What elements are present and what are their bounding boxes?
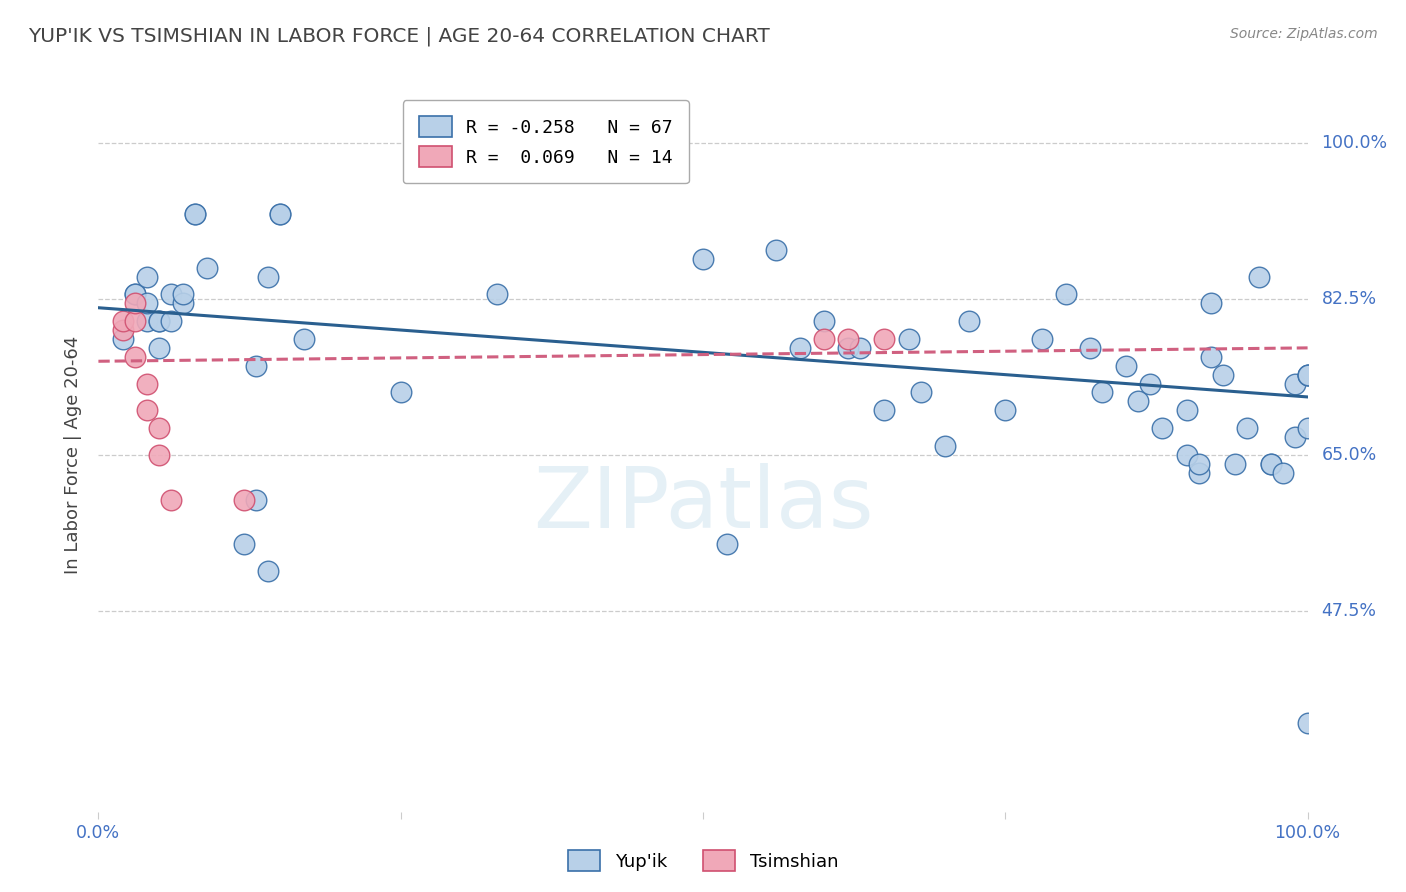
Point — [245, 359, 267, 373]
Point — [195, 260, 218, 275]
Point — [1296, 368, 1319, 382]
Point — [1175, 448, 1198, 462]
Point — [135, 376, 157, 391]
Point — [1115, 359, 1137, 373]
Point — [135, 269, 157, 284]
Point — [1091, 385, 1114, 400]
Point — [957, 314, 980, 328]
Point — [124, 287, 146, 301]
Point — [813, 314, 835, 328]
Point — [1199, 350, 1222, 364]
Point — [1284, 430, 1306, 444]
Point — [1296, 421, 1319, 435]
Text: 47.5%: 47.5% — [1322, 602, 1376, 620]
Point — [1284, 376, 1306, 391]
Point — [256, 269, 278, 284]
Point — [124, 287, 146, 301]
Point — [849, 341, 872, 355]
Point — [692, 252, 714, 266]
Point — [716, 537, 738, 551]
Point — [111, 323, 134, 337]
Point — [269, 207, 291, 221]
Text: ZIPatlas: ZIPatlas — [533, 463, 873, 547]
Point — [172, 287, 194, 301]
Text: YUP'IK VS TSIMSHIAN IN LABOR FORCE | AGE 20-64 CORRELATION CHART: YUP'IK VS TSIMSHIAN IN LABOR FORCE | AGE… — [28, 27, 770, 46]
Point — [111, 314, 134, 328]
Point — [1223, 457, 1246, 471]
Point — [148, 341, 170, 355]
Point — [184, 207, 207, 221]
Point — [910, 385, 932, 400]
Point — [1296, 715, 1319, 730]
Point — [1296, 368, 1319, 382]
Point — [148, 314, 170, 328]
Point — [873, 403, 896, 417]
Point — [837, 332, 859, 346]
Point — [873, 332, 896, 346]
Point — [184, 207, 207, 221]
Point — [111, 332, 134, 346]
Point — [486, 287, 509, 301]
Point — [813, 332, 835, 346]
Point — [1236, 421, 1258, 435]
Text: 82.5%: 82.5% — [1322, 290, 1376, 308]
Text: Source: ZipAtlas.com: Source: ZipAtlas.com — [1230, 27, 1378, 41]
Point — [1296, 368, 1319, 382]
Point — [124, 296, 146, 310]
Text: 65.0%: 65.0% — [1322, 446, 1376, 464]
Point — [934, 439, 956, 453]
Point — [135, 314, 157, 328]
Point — [1031, 332, 1053, 346]
Point — [789, 341, 811, 355]
Point — [135, 403, 157, 417]
Point — [148, 421, 170, 435]
Point — [245, 492, 267, 507]
Point — [160, 287, 183, 301]
Point — [389, 385, 412, 400]
Point — [837, 341, 859, 355]
Point — [160, 492, 183, 507]
Point — [1128, 394, 1150, 409]
Point — [160, 314, 183, 328]
Point — [292, 332, 315, 346]
Legend: Yup'ik, Tsimshian: Yup'ik, Tsimshian — [561, 843, 845, 879]
Text: 100.0%: 100.0% — [1322, 134, 1388, 152]
Point — [1139, 376, 1161, 391]
Point — [232, 492, 254, 507]
Point — [1054, 287, 1077, 301]
Point — [1188, 457, 1211, 471]
Point — [1260, 457, 1282, 471]
Point — [1175, 403, 1198, 417]
Point — [994, 403, 1017, 417]
Point — [1212, 368, 1234, 382]
Point — [1199, 296, 1222, 310]
Y-axis label: In Labor Force | Age 20-64: In Labor Force | Age 20-64 — [63, 335, 82, 574]
Point — [148, 448, 170, 462]
Point — [1249, 269, 1271, 284]
Point — [124, 350, 146, 364]
Point — [172, 296, 194, 310]
Point — [256, 564, 278, 578]
Point — [124, 314, 146, 328]
Point — [1260, 457, 1282, 471]
Point — [897, 332, 920, 346]
Point — [1272, 466, 1295, 480]
Point — [1188, 466, 1211, 480]
Point — [1152, 421, 1174, 435]
Point — [765, 243, 787, 257]
Point — [135, 296, 157, 310]
Point — [232, 537, 254, 551]
Point — [148, 314, 170, 328]
Legend: R = -0.258   N = 67, R =  0.069   N = 14: R = -0.258 N = 67, R = 0.069 N = 14 — [402, 100, 689, 183]
Point — [1078, 341, 1101, 355]
Point — [269, 207, 291, 221]
